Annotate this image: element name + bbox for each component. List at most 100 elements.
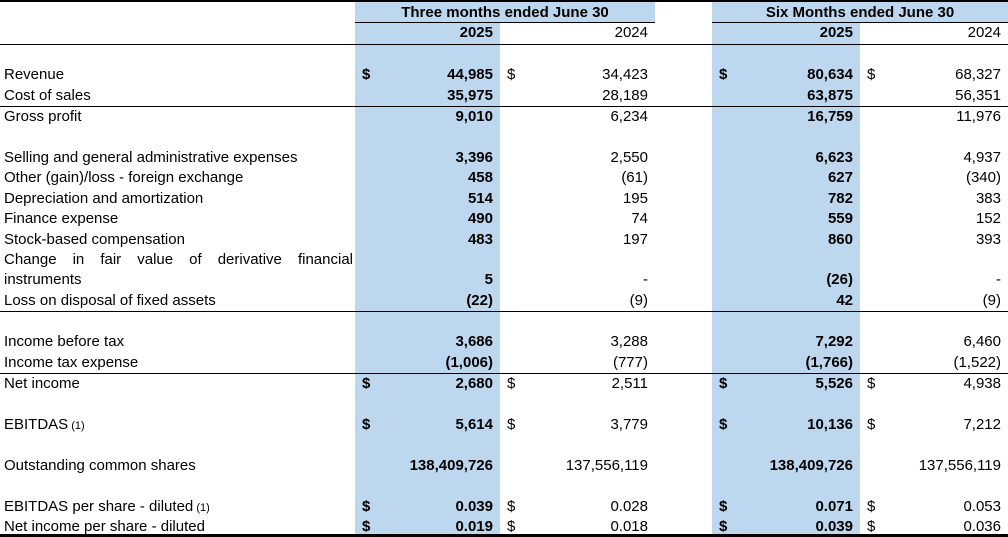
currency-symbol: $ (355, 415, 373, 436)
cell-value: 0.036 (963, 518, 1001, 535)
column-gap (655, 435, 712, 455)
currency-symbol (712, 107, 730, 128)
cell-value: 7,212 (963, 416, 1001, 434)
header-spacer (355, 23, 373, 44)
currency-symbol (860, 476, 878, 496)
currency-symbol (500, 45, 518, 65)
currency-symbol (712, 147, 730, 169)
cell-value: 16,759 (730, 107, 860, 128)
table-row: Net income per share - diluted $0.019 $0.0… (0, 517, 1008, 535)
currency-symbol (712, 455, 730, 477)
cell-value (878, 476, 1008, 496)
cell-value: 195 (622, 189, 648, 207)
column-gap (655, 230, 712, 250)
spacer-row (0, 394, 1008, 416)
spacer-row (0, 476, 1008, 497)
cell-value: 490 (373, 209, 500, 230)
currency-symbol (500, 435, 518, 455)
currency-symbol (860, 250, 878, 291)
cell-value: 458 (373, 168, 500, 189)
row-label: Loss on disposal of fixed assets (4, 291, 216, 309)
currency-symbol (712, 229, 730, 250)
cell-value: 35,975 (373, 85, 500, 107)
row-label (0, 395, 355, 415)
cell-value: (1,522) (953, 353, 1001, 371)
period-header-three-months: Three months ended June 30 (355, 2, 655, 23)
currency-symbol (860, 353, 878, 373)
currency-symbol (500, 107, 518, 127)
currency-symbol (355, 229, 373, 250)
table-row: Loss on disposal of fixed assets (22) (9) 4… (0, 290, 1008, 312)
cell-value (373, 394, 500, 416)
spacer-row (0, 45, 1008, 66)
currency-symbol (500, 476, 518, 496)
cell-value (518, 476, 655, 496)
currency-symbol (712, 188, 730, 210)
cell-value: 137,556,119 (918, 456, 1001, 474)
table-row: Finance expense 490 74 559 152 (0, 209, 1008, 230)
cell-value (878, 435, 1008, 455)
row-label: Outstanding common shares (4, 456, 196, 474)
table-row: Net income $2,680 $2,511 $5,526 $4,938 (0, 373, 1008, 395)
row-label: Gross profit (4, 108, 82, 126)
table-row: Income before tax 3,686 3,288 7,292 6,460 (0, 332, 1008, 353)
cell-value: 3,686 (373, 332, 500, 353)
table-row: EBITDAS per share - diluted (1) $0.039 $0.… (0, 496, 1008, 517)
currency-symbol: $ (355, 496, 373, 517)
currency-symbol (860, 230, 878, 250)
year-header-six-months-2024: 2024 (967, 24, 1001, 41)
currency-symbol: $ (507, 518, 516, 535)
cell-value: 559 (730, 209, 860, 230)
cell-value: 3,288 (610, 333, 648, 351)
currency-symbol (500, 128, 518, 148)
currency-symbol (712, 394, 730, 416)
cell-value: 2,511 (611, 375, 648, 393)
column-gap (655, 148, 712, 168)
cell-value: 393 (975, 230, 1001, 248)
cell-value (730, 45, 860, 66)
row-label: Depreciation and amortization (4, 189, 204, 207)
currency-symbol: $ (712, 65, 730, 86)
currency-symbol (860, 45, 878, 65)
table-row: Change in fair value of derivative finan… (0, 249, 1008, 291)
column-gap (655, 353, 712, 373)
currency-symbol: $ (507, 375, 516, 393)
cell-value: 63,875 (730, 85, 860, 107)
row-label: Income before tax (4, 333, 125, 351)
currency-symbol (355, 209, 373, 230)
currency-symbol (860, 291, 878, 311)
currency-symbol: $ (867, 375, 876, 393)
year-header-three-months-2024: 2024 (614, 24, 648, 41)
cell-value: (340) (965, 169, 1001, 187)
cell-value: - (643, 271, 648, 289)
cell-value: 6,623 (730, 147, 860, 169)
cell-value: 0.053 (963, 497, 1001, 515)
year-header-six-months-2025: 2025 (730, 23, 860, 44)
currency-symbol: $ (712, 517, 730, 534)
currency-symbol (500, 353, 518, 373)
cell-value: 0.028 (610, 497, 648, 515)
currency-symbol (355, 168, 373, 189)
currency-symbol (500, 168, 518, 188)
row-label (0, 476, 355, 496)
cell-value (730, 127, 860, 148)
column-gap (655, 107, 712, 127)
cell-value: 74 (631, 210, 648, 228)
cell-value (373, 127, 500, 148)
cell-value: 28,189 (602, 86, 648, 104)
cell-value: 6,234 (610, 108, 648, 126)
spacer-row (0, 127, 1008, 148)
currency-symbol (712, 332, 730, 353)
column-gap (655, 209, 712, 229)
cell-value (518, 312, 655, 332)
currency-symbol (712, 168, 730, 189)
column-gap (655, 86, 712, 106)
cell-value: 10,136 (730, 415, 860, 436)
column-gap (655, 374, 712, 394)
table-row: Selling and general administrative expen… (0, 147, 1008, 169)
currency-symbol (355, 455, 373, 477)
currency-symbol (860, 168, 878, 188)
cell-value: 0.019 (373, 517, 500, 534)
cell-value: (1,766) (730, 352, 860, 374)
cell-value: (9) (982, 291, 1001, 309)
